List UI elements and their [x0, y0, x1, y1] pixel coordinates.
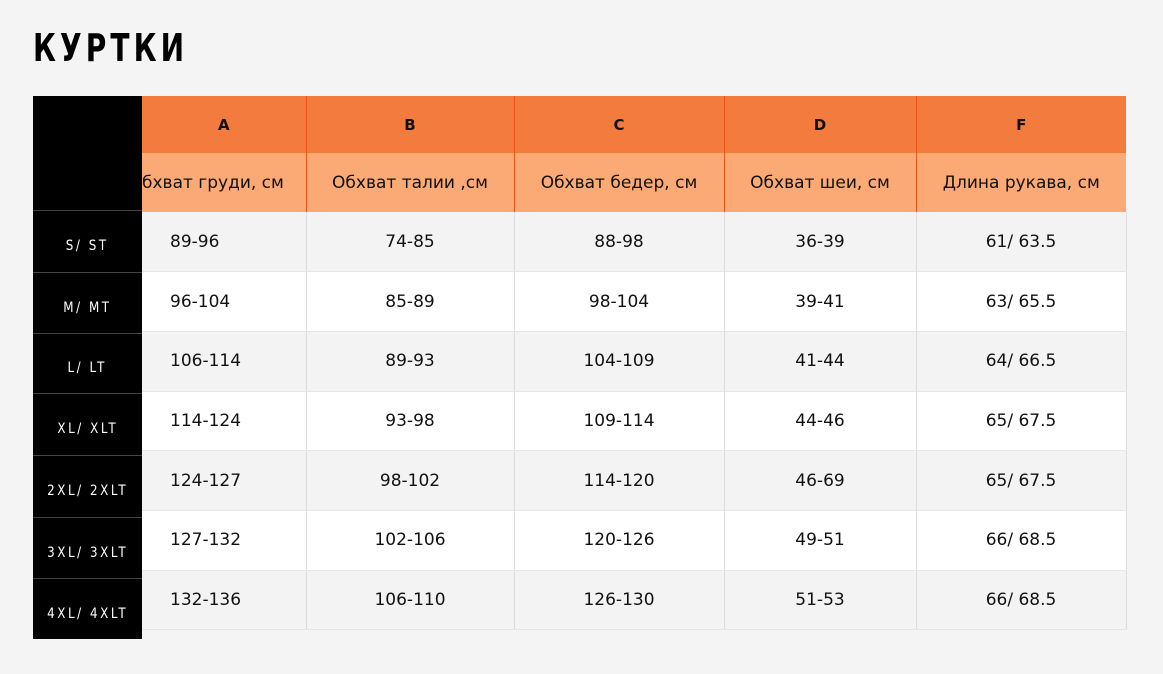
size-label: M/ MT [33, 272, 142, 334]
table-cell: 106-114 [142, 331, 306, 392]
table-cell: 66/ 68.5 [915, 570, 1127, 631]
table-cell: 106-110 [305, 570, 514, 631]
size-label-text: S/ ST [66, 238, 109, 254]
table-cell: 85-89 [305, 271, 514, 332]
table-row: 124-127 98-102 114-120 46-69 65/ 67.5 [142, 450, 1127, 511]
table-cell: 109-114 [513, 391, 724, 452]
column-letter-a: A [142, 96, 306, 153]
table-cell: 44-46 [723, 391, 916, 452]
table-cell: 65/ 67.5 [915, 450, 1127, 511]
column-header: Длина рукава, см [915, 153, 1126, 212]
table-cell: 114-120 [513, 450, 724, 511]
table-cell: 132-136 [142, 570, 306, 631]
size-label-text: 4XL/ 4XLT [46, 605, 129, 622]
column-letter-f: F [915, 96, 1126, 153]
size-label: XL/ XLT [33, 393, 142, 456]
table-cell: 98-102 [305, 450, 514, 511]
size-label: 4XL/ 4XLT [33, 578, 142, 640]
table-cell: 120-126 [513, 510, 724, 571]
column-header: Обхват шеи, см [723, 153, 916, 212]
table-row: 132-136 106-110 126-130 51-53 66/ 68.5 [142, 570, 1127, 631]
table-row: 127-132 102-106 120-126 49-51 66/ 68.5 [142, 510, 1127, 571]
table-cell: 93-98 [305, 391, 514, 452]
size-label-text: XL/ XLT [57, 421, 118, 437]
table-cell: 61/ 63.5 [915, 212, 1127, 273]
column-letter-d: D [723, 96, 916, 153]
table-cell: 36-39 [723, 212, 916, 273]
column-header: бхват груди, см [142, 153, 306, 212]
table-cell: 51-53 [723, 570, 916, 631]
table-cell: 102-106 [305, 510, 514, 571]
size-label: 3XL/ 3XLT [33, 517, 142, 579]
table-cell: 41-44 [723, 331, 916, 392]
table-cell: 39-41 [723, 271, 916, 332]
table-cell: 96-104 [142, 271, 306, 332]
column-header: Обхват талии ,см [305, 153, 514, 212]
table-row: 96-104 85-89 98-104 39-41 63/ 65.5 [142, 271, 1127, 332]
column-letter-b: B [305, 96, 514, 153]
table-cell: 88-98 [513, 212, 724, 273]
table-cell: 49-51 [723, 510, 916, 571]
table-cell: 89-96 [142, 212, 306, 273]
table-cell: 46-69 [723, 450, 916, 511]
table-cell: 124-127 [142, 450, 306, 511]
size-label-text: 3XL/ 3XLT [46, 544, 129, 561]
table-cell: 104-109 [513, 331, 724, 392]
table-cell: 64/ 66.5 [915, 331, 1127, 392]
column-letter-c: C [513, 96, 724, 153]
table-cell: 126-130 [513, 570, 724, 631]
table-row: 89-96 74-85 88-98 36-39 61/ 63.5 [142, 212, 1127, 273]
table-cell: 65/ 67.5 [915, 391, 1127, 452]
size-column: S/ ST M/ MT L/ LT XL/ XLT 2XL/ 2XLT 3XL/ 3XLT… [33, 96, 142, 639]
table-row: 114-124 93-98 109-114 44-46 65/ 67.5 [142, 391, 1127, 452]
size-label: L/ LT [33, 333, 142, 394]
size-label-text: L/ LT [67, 360, 108, 376]
table-cell: 114-124 [142, 391, 306, 452]
table-cell: 63/ 65.5 [915, 271, 1127, 332]
size-label: 2XL/ 2XLT [33, 455, 142, 518]
table-cell: 89-93 [305, 331, 514, 392]
table-cell: 74-85 [305, 212, 514, 273]
table-cell: 127-132 [142, 510, 306, 571]
size-label-text: M/ MT [63, 299, 112, 316]
size-label-text: 2XL/ 2XLT [46, 483, 129, 499]
table-cell: 66/ 68.5 [915, 510, 1127, 571]
size-label: S/ ST [33, 210, 142, 273]
table-cell: 98-104 [513, 271, 724, 332]
table-row: 106-114 89-93 104-109 41-44 64/ 66.5 [142, 331, 1127, 392]
page-title: КУРТКИ [33, 26, 189, 70]
column-header: Обхват бедер, см [513, 153, 724, 212]
